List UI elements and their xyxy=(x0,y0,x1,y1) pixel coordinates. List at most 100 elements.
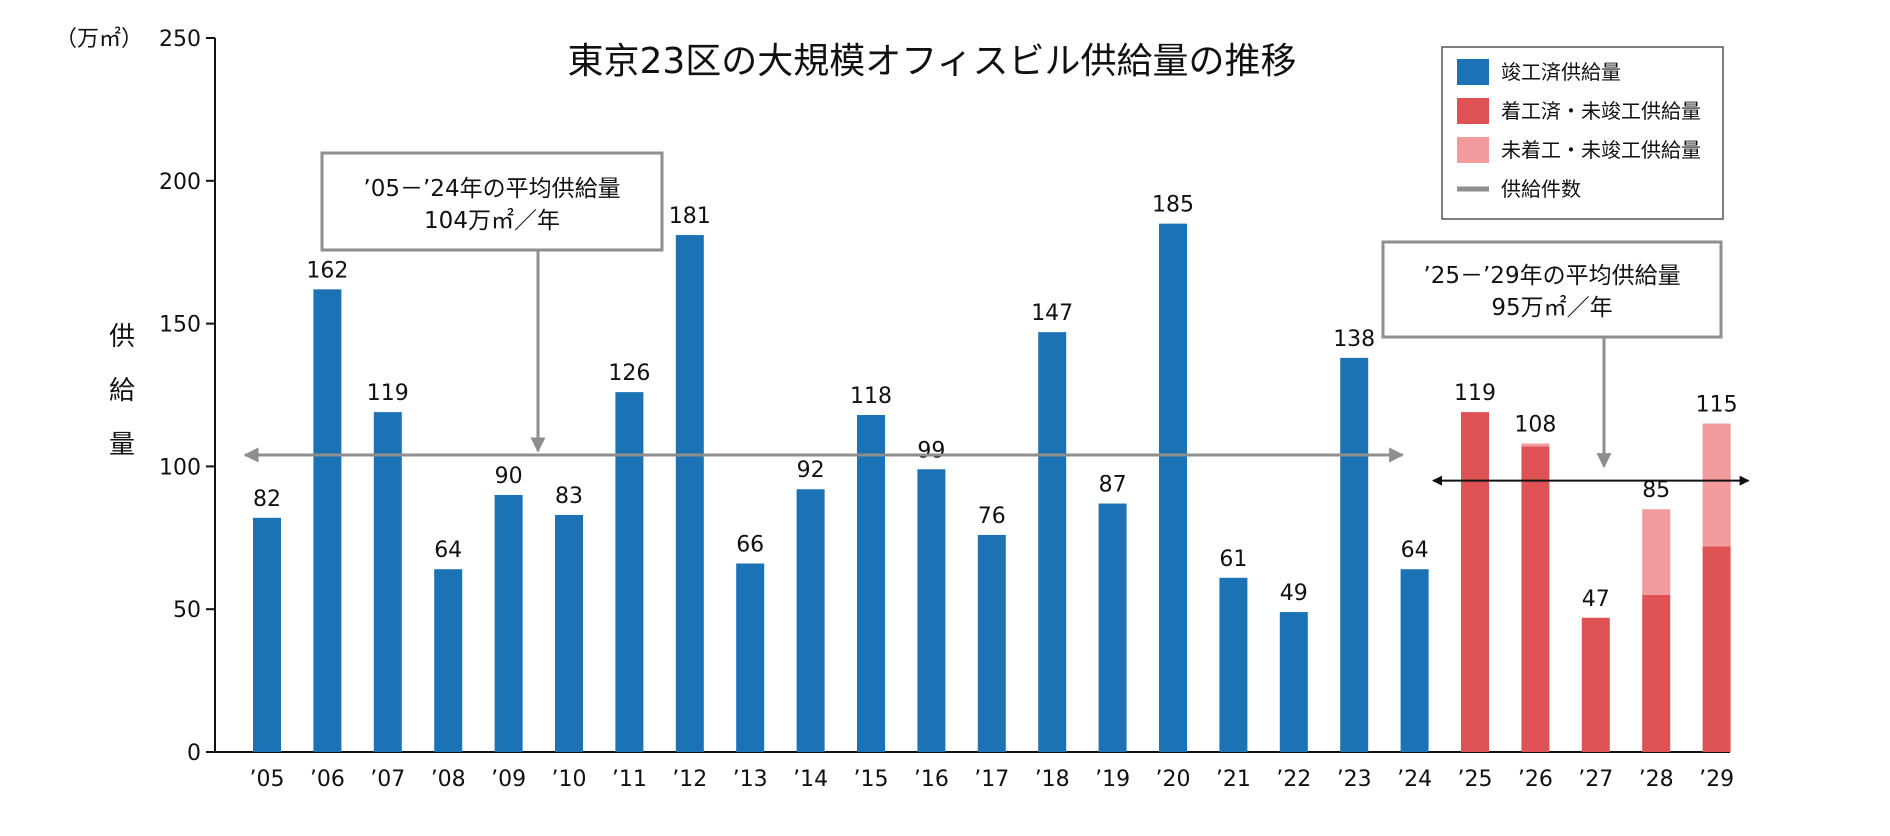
x-tick-label: ’16 xyxy=(914,767,949,792)
legend-swatch-not_started xyxy=(1457,137,1489,163)
data-label: 85 xyxy=(1642,478,1670,503)
data-label: 181 xyxy=(669,204,711,229)
y-axis-title-char: 給 xyxy=(109,376,135,406)
x-tick-label: ’07 xyxy=(370,767,405,792)
bar-not_started xyxy=(1521,443,1550,447)
data-label: 119 xyxy=(1454,381,1496,406)
data-label: 49 xyxy=(1280,581,1308,606)
bar-completed xyxy=(494,494,523,752)
x-tick-label: ’11 xyxy=(612,767,647,792)
y-axis-title-char: 供 xyxy=(109,322,135,352)
data-label: 87 xyxy=(1099,473,1127,498)
y-tick-label: 250 xyxy=(159,27,201,52)
y-tick-label: 100 xyxy=(159,455,201,480)
data-label: 108 xyxy=(1514,413,1556,438)
bar-completed xyxy=(977,534,1006,752)
average-note-text: 95万㎡／年 xyxy=(1491,295,1612,321)
data-label: 119 xyxy=(367,381,409,406)
x-tick-label: ’06 xyxy=(310,767,345,792)
x-tick-label: ’29 xyxy=(1699,767,1734,792)
bar-completed xyxy=(434,569,463,752)
bar-completed xyxy=(1340,357,1369,752)
x-tick-label: ’23 xyxy=(1337,767,1372,792)
legend-label: 着工済・未竣工供給量 xyxy=(1501,99,1701,123)
x-tick-label: ’20 xyxy=(1156,767,1191,792)
bar-started xyxy=(1581,617,1610,752)
bar-completed xyxy=(1400,569,1429,752)
y-axis-unit: （万㎡） xyxy=(55,26,143,52)
data-label: 83 xyxy=(555,484,583,509)
data-label: 126 xyxy=(608,361,650,386)
bar-started xyxy=(1521,446,1550,752)
data-label: 66 xyxy=(736,533,764,558)
x-tick-label: ’18 xyxy=(1035,767,1070,792)
legend-label: 未着工・未竣工供給量 xyxy=(1501,138,1701,162)
x-tick-label: ’28 xyxy=(1639,767,1674,792)
average-note-text: 104万㎡／年 xyxy=(424,208,560,234)
bar-started xyxy=(1642,594,1671,752)
bar-completed xyxy=(1159,223,1187,752)
bar-completed xyxy=(253,517,281,752)
y-axis-title-char: 量 xyxy=(109,430,135,460)
x-tick-label: ’12 xyxy=(672,767,707,792)
data-label: 47 xyxy=(1582,587,1610,612)
x-tick-label: ’25 xyxy=(1458,767,1493,792)
bar-completed xyxy=(675,235,704,753)
data-label: 64 xyxy=(1401,538,1429,563)
data-label: 61 xyxy=(1219,547,1247,572)
legend-swatch-completed xyxy=(1457,59,1489,85)
x-tick-label: ’05 xyxy=(250,767,285,792)
legend-label: 竣工済供給量 xyxy=(1501,60,1621,84)
x-tick-label: ’10 xyxy=(552,767,587,792)
bar-completed xyxy=(555,514,583,752)
x-tick-label: ’08 xyxy=(431,767,466,792)
y-tick-label: 150 xyxy=(159,313,201,338)
bar-completed xyxy=(857,414,885,752)
data-label: 185 xyxy=(1152,193,1194,218)
data-label: 92 xyxy=(797,458,825,483)
bar-completed xyxy=(917,469,946,752)
bar-started xyxy=(1461,412,1489,752)
x-tick-label: ’21 xyxy=(1216,767,1251,792)
bar-not_started xyxy=(1702,423,1731,547)
average-note-box-05-24 xyxy=(320,151,664,252)
data-label: 147 xyxy=(1031,301,1073,326)
bar-completed xyxy=(373,412,402,752)
average-note-text: ’05－’24年の平均供給量 xyxy=(363,176,620,202)
y-tick-label: 50 xyxy=(173,598,201,623)
bar-completed xyxy=(1038,332,1067,752)
data-label: 162 xyxy=(306,258,348,283)
data-label: 115 xyxy=(1696,393,1738,418)
legend-swatch-started xyxy=(1457,98,1489,124)
bar-completed xyxy=(736,563,765,752)
bar-completed xyxy=(615,392,644,752)
x-tick-label: ’09 xyxy=(491,767,526,792)
x-tick-label: ’24 xyxy=(1397,767,1432,792)
bar-completed xyxy=(796,489,825,752)
data-label: 90 xyxy=(495,464,523,489)
chart-title: 東京23区の大規模オフィスビル供給量の推移 xyxy=(567,41,1296,82)
bar-completed xyxy=(1219,577,1248,752)
x-tick-label: ’17 xyxy=(974,767,1009,792)
data-label: 138 xyxy=(1333,327,1375,352)
x-tick-label: ’27 xyxy=(1578,767,1613,792)
average-note-text: ’25－’29年の平均供給量 xyxy=(1423,263,1680,289)
y-tick-label: 0 xyxy=(187,741,201,766)
average-note-box-25-29 xyxy=(1381,240,1723,339)
data-label: 82 xyxy=(253,487,281,512)
x-tick-label: ’22 xyxy=(1276,767,1311,792)
y-axis-title: 供給量 xyxy=(109,322,135,460)
x-tick-label: ’15 xyxy=(854,767,889,792)
bar-completed xyxy=(313,289,342,752)
x-tick-label: ’19 xyxy=(1095,767,1130,792)
bar-not_started xyxy=(1642,509,1671,595)
data-label: 118 xyxy=(850,384,892,409)
data-label: 76 xyxy=(978,504,1006,529)
bar-completed xyxy=(1279,612,1308,752)
bar-completed xyxy=(1098,503,1127,752)
x-tick-label: ’13 xyxy=(733,767,768,792)
bar-started xyxy=(1702,546,1731,752)
y-tick-label: 200 xyxy=(159,170,201,195)
